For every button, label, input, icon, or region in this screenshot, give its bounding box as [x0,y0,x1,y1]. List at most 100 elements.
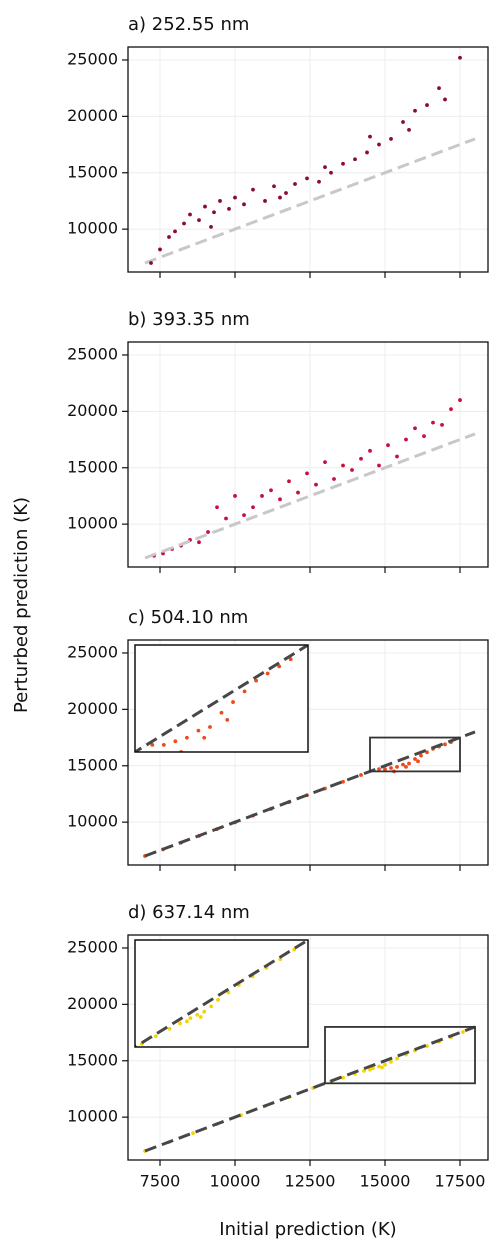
data-point [288,657,293,662]
data-point [196,728,201,733]
data-point [224,516,228,521]
data-point [380,1065,384,1070]
data-point [368,1067,372,1072]
x-tick-label: 10000 [210,1172,261,1191]
inset-scatter [9,940,308,1127]
data-point [188,1016,193,1021]
data-point [195,1013,200,1017]
data-point [443,742,447,747]
data-point [458,55,462,60]
data-point [413,426,417,431]
y-tick-label: 10000 [67,514,118,533]
subplot-title: a) 252.55 nm [128,14,249,35]
data-point [332,477,336,481]
data-point [227,206,231,211]
data-point [383,767,387,772]
plot-frame [127,341,489,568]
data-point [365,150,369,155]
data-point [81,783,85,787]
data-point [263,199,267,203]
data-point [219,710,224,715]
data-point [305,471,309,476]
data-point [407,127,411,132]
data-point [341,779,345,784]
data-point [287,479,291,484]
data-point [425,1044,429,1048]
y-tick-label: 25000 [67,642,118,661]
reference-line [144,730,476,858]
data-point [389,137,393,141]
data-point [242,689,247,694]
data-point [9,1123,13,1127]
data-point [368,448,372,453]
data-point [419,753,423,758]
data-point [218,199,222,203]
x-tick-label: 17500 [435,1172,486,1191]
data-point [208,725,212,729]
data-point [341,463,345,468]
y-tick-label: 15000 [67,162,118,181]
y-tick-label: 10000 [67,219,118,238]
data-point [206,530,210,534]
data-point [296,490,300,495]
data-point [395,454,399,459]
y-tick-label: 15000 [67,755,118,774]
data-point [215,505,219,510]
y-tick-label: 20000 [67,699,118,718]
data-point [278,195,282,200]
data-point [231,700,235,704]
data-point [209,1004,214,1009]
data-point [395,1056,399,1061]
subplot-title: d) 637.14 nm [128,902,250,923]
subplot: b) 393.35 nm 10000 15000 20000 25000 [67,309,489,573]
data-point [341,1075,345,1080]
data-point [353,157,357,162]
data-point [191,1131,195,1136]
scatter-series [144,55,476,265]
data-point [458,398,462,402]
data-point [64,1088,68,1092]
data-point [278,497,282,502]
data-point [197,218,201,223]
inset-frame [134,644,309,753]
data-point [413,108,417,113]
y-tick-label: 20000 [67,401,118,420]
y-tick-label: 25000 [67,344,118,363]
scatter-series [143,1025,476,1153]
y-tick-label: 25000 [67,49,118,68]
data-point [167,235,171,239]
data-point [202,1009,207,1014]
data-point [401,120,405,124]
data-point [368,134,372,139]
reference-line [144,137,476,265]
subplot-title: c) 504.10 nm [128,607,248,628]
data-point [377,767,381,772]
data-point [377,142,381,147]
data-point [212,210,216,215]
x-tick-label: 15000 [360,1172,411,1191]
data-point [401,762,405,767]
data-point [377,463,381,468]
y-axis-label: Perturbed prediction (K) [11,497,32,713]
data-point [359,456,363,461]
data-point [173,739,178,744]
data-point [272,184,276,189]
zoom-region [324,1026,476,1085]
data-point [284,191,288,195]
data-point [251,505,255,510]
data-point [260,494,264,498]
data-point [431,420,435,425]
scatter-series [143,730,476,858]
data-point [386,443,390,448]
plot-frame [127,46,489,273]
data-point [216,998,220,1002]
data-point [407,761,411,766]
data-point [185,1019,189,1024]
data-point [254,678,258,683]
data-point [149,261,153,265]
scatter-series [144,398,476,560]
data-point [323,460,327,465]
data-point [416,759,420,764]
data-point [92,1071,96,1075]
